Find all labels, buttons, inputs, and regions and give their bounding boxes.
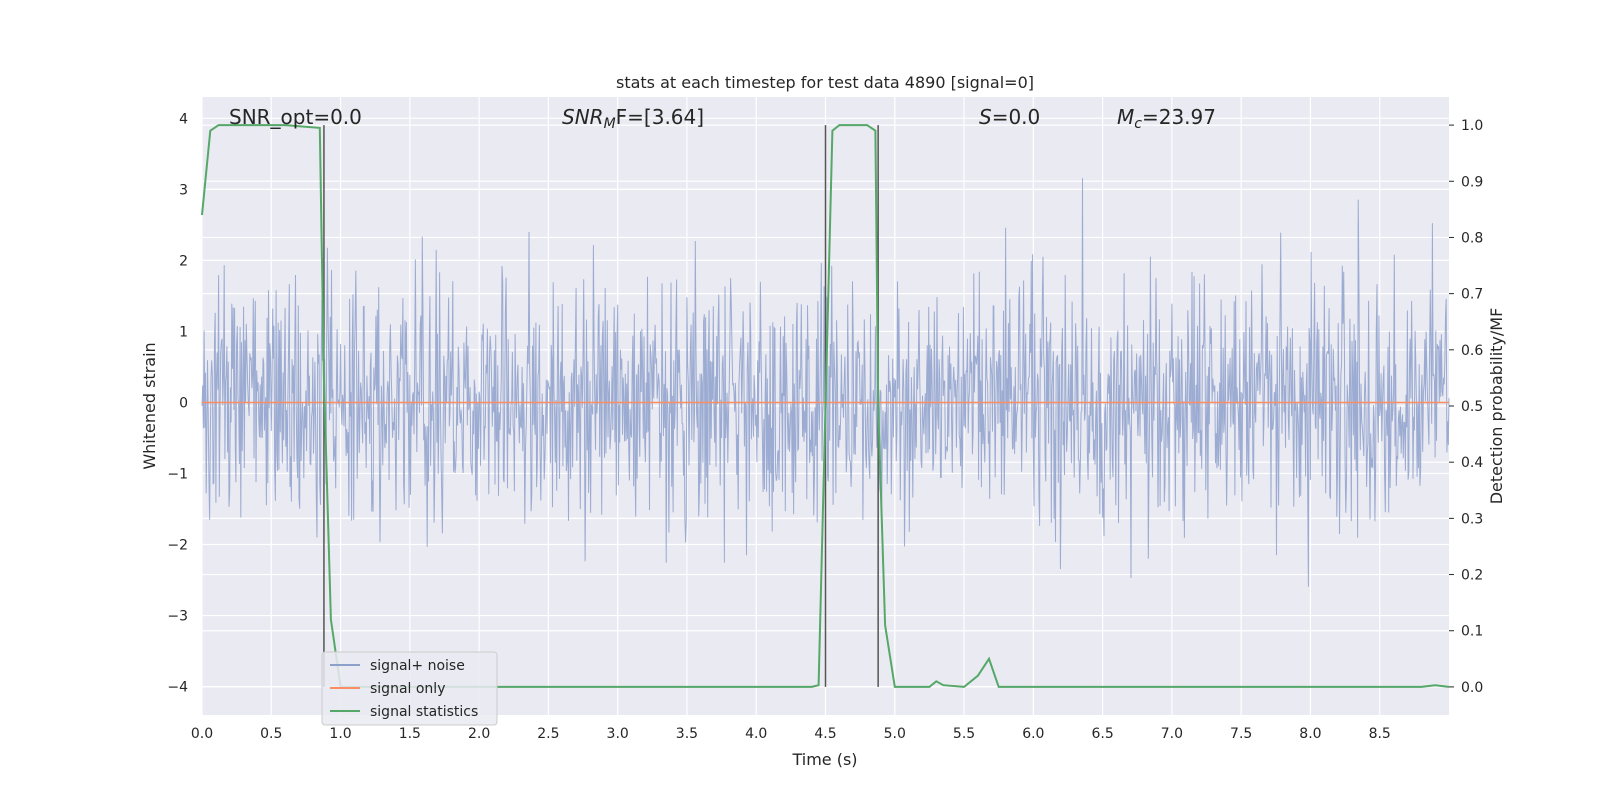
x-tick-label: 6.0 xyxy=(1022,726,1044,742)
y-right-axis-ticks: 1.0 0.9 0.8 0.7 0.6 0.5 0.4 0.3 0.2 0.1 0.0 xyxy=(1449,118,1483,696)
legend-label-noise: signal+ noise xyxy=(370,658,465,674)
legend-label-signal: signal only xyxy=(370,681,445,697)
y-left-tick-label: 3 xyxy=(179,182,188,198)
y-right-axis-label: Detection probability/MF xyxy=(1487,308,1506,505)
annotation-s: S=0.0 xyxy=(979,105,1040,129)
x-tick-label: 5.0 xyxy=(884,726,906,742)
y-left-tick-label: −4 xyxy=(167,680,188,696)
y-right-tick-label: 0.2 xyxy=(1461,568,1483,584)
signal-statistics-line xyxy=(201,124,1450,688)
y-right-tick-label: 0.5 xyxy=(1461,399,1483,415)
y-left-axis-ticks: 4 3 2 1 0 −1 −2 −3 −4 xyxy=(167,111,188,695)
y-right-tick-label: 0.9 xyxy=(1461,174,1483,190)
y-right-tick-label: 1.0 xyxy=(1461,118,1483,134)
y-right-tick-label: 0.4 xyxy=(1461,455,1483,471)
annotation-snr-mf: SNRMF=[3.64] xyxy=(562,105,704,132)
y-right-tick-label: 0.0 xyxy=(1461,680,1483,696)
x-tick-label: 4.0 xyxy=(745,726,767,742)
y-left-tick-label: 1 xyxy=(179,324,188,340)
y-left-tick-label: 4 xyxy=(179,111,188,127)
y-left-tick-label: −1 xyxy=(167,466,188,482)
x-tick-label: 2.5 xyxy=(537,726,559,742)
legend-label-stats: signal statistics xyxy=(370,704,478,720)
y-right-tick-label: 0.6 xyxy=(1461,343,1483,359)
x-tick-label: 7.0 xyxy=(1161,726,1183,742)
x-tick-label: 2.0 xyxy=(468,726,490,742)
signal-statistics-series xyxy=(201,124,1450,688)
annotation-snr-opt: SNR_opt=0.0 xyxy=(229,105,362,129)
x-tick-label: 3.5 xyxy=(676,726,698,742)
y-right-tick-label: 0.8 xyxy=(1461,230,1483,246)
y-right-tick-label: 0.3 xyxy=(1461,511,1483,527)
chart-title: stats at each timestep for test data 489… xyxy=(616,73,1034,92)
x-tick-label: 7.5 xyxy=(1230,726,1252,742)
x-tick-label: 4.5 xyxy=(814,726,836,742)
y-left-tick-label: 0 xyxy=(179,395,188,411)
x-tick-label: 3.0 xyxy=(607,726,629,742)
x-tick-label: 5.5 xyxy=(953,726,975,742)
x-tick-label: 8.5 xyxy=(1369,726,1391,742)
x-tick-label: 6.5 xyxy=(1091,726,1113,742)
y-left-tick-label: −3 xyxy=(167,609,188,625)
x-tick-label: 0.5 xyxy=(260,726,282,742)
legend-box xyxy=(321,651,498,726)
x-tick-label: 1.5 xyxy=(399,726,421,742)
y-left-tick-label: −2 xyxy=(167,538,188,554)
x-tick-label: 1.0 xyxy=(329,726,351,742)
x-tick-label: 8.0 xyxy=(1299,726,1321,742)
y-right-tick-label: 0.1 xyxy=(1461,624,1483,640)
y-left-tick-label: 2 xyxy=(179,253,188,269)
y-left-axis-label: Whitened strain xyxy=(140,342,159,469)
y-right-tick-label: 0.7 xyxy=(1461,287,1483,303)
legend: signal+ noise signal only signal statist… xyxy=(321,651,498,726)
annotation-mc: Mc=23.97 xyxy=(1117,105,1216,132)
x-axis-ticks: 0.0 0.5 1.0 1.5 2.0 2.5 3.0 3.5 4.0 4.5 5.0 5.5 6.0 6… xyxy=(191,726,1391,742)
x-axis-label: Time (s) xyxy=(791,750,857,769)
x-tick-label: 0.0 xyxy=(191,726,213,742)
